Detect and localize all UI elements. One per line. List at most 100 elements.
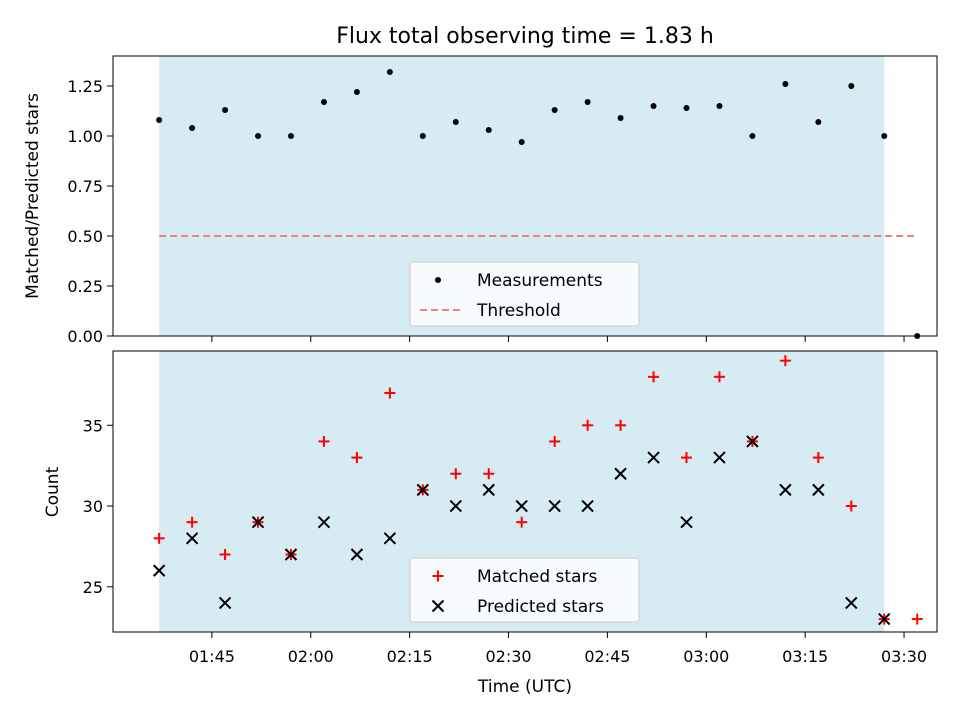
measurement-point: [683, 105, 690, 111]
legend-marker-measurements: [435, 277, 441, 283]
measurement-point: [584, 99, 591, 105]
star-count-y-axis-label: Count: [43, 466, 63, 517]
measurement-point: [716, 103, 723, 109]
measurement-point: [386, 69, 393, 75]
matched-star-point: [351, 452, 363, 464]
predicted-star-point: [416, 483, 430, 497]
x-b: [515, 499, 528, 513]
predicted-star-point: [548, 499, 561, 513]
star-count-panel: 25 30 35 01:45 02:00 02:15 02:30 02:45 03:00 03:…: [43, 350, 938, 697]
flux-ratio-y-axis-label: Matched/Predicted stars: [23, 93, 43, 299]
legend-box: [409, 557, 640, 623]
predicted-star-point: [251, 515, 265, 529]
x-b: [218, 596, 232, 610]
legend-label: Predicted stars: [477, 597, 604, 617]
predicted-star-point: [746, 435, 759, 448]
legend-marker-matched: [432, 570, 444, 582]
time-x-axis: 01:45 02:00 02:15 02:30 02:45 03:00 03:15 03:30: [189, 632, 927, 666]
x-tick-label: 02:45: [584, 647, 630, 666]
predicted-star-point: [680, 515, 693, 529]
x-b: [152, 564, 166, 577]
legend-marker-predicted: [431, 599, 445, 613]
matched-star-point: [713, 371, 725, 383]
matched-star-point: [911, 613, 923, 625]
measurement-point: [222, 107, 229, 113]
measurement-point: [485, 127, 492, 133]
predicted-star-point: [614, 467, 627, 480]
x-b: [746, 435, 759, 448]
y-tick-label: 0.75: [67, 177, 103, 196]
x-b: [614, 467, 627, 480]
measurement-point: [353, 89, 360, 95]
predicted-star-point: [779, 483, 792, 497]
matched-star-point: [384, 387, 396, 399]
x-b: [284, 548, 298, 561]
x-b: [416, 483, 430, 497]
star-count-legend: Matched stars Predicted stars: [409, 557, 640, 623]
x-b: [449, 499, 462, 513]
time-x-axis-label: Time (UTC): [477, 677, 572, 697]
predicted-star-point: [185, 532, 199, 545]
x-tick-label: 03:30: [881, 647, 927, 666]
predicted-star-point: [515, 499, 528, 513]
measurement-point: [848, 83, 855, 89]
predicted-star-point: [317, 515, 331, 529]
matched-star-point: [681, 452, 693, 464]
y-tick-label: 0.25: [67, 277, 103, 296]
x-b: [317, 515, 331, 529]
star-count-plot-frame: [112, 350, 938, 633]
x-b: [251, 515, 265, 529]
y-tick-label: 1.25: [67, 77, 103, 96]
matched-star-point: [812, 452, 824, 464]
measurement-point: [782, 81, 789, 87]
flux-ratio-x-ticks: [211, 336, 905, 342]
y-tick-label: 25: [83, 578, 103, 597]
y-tick-label: 35: [83, 416, 103, 435]
predicted-star-point: [581, 499, 594, 513]
x-b: [548, 499, 561, 513]
measurement-point: [189, 125, 196, 131]
x-b: [482, 483, 495, 497]
matched-star-point: [219, 548, 231, 560]
y-tick-label: 1.00: [67, 127, 103, 146]
x-b: [431, 599, 445, 613]
predicted-star-point: [284, 548, 298, 561]
x-tick-label: 02:30: [485, 647, 531, 666]
measurement-point: [255, 133, 262, 139]
measurement-point: [156, 117, 163, 123]
predicted-star-point: [878, 612, 891, 626]
matched-star-point: [779, 355, 791, 367]
flux-ratio-plot-frame: [112, 55, 938, 337]
measurement-point: [749, 133, 756, 139]
predicted-star-point: [812, 483, 825, 497]
x-b: [581, 499, 594, 513]
predicted-star-point: [845, 596, 858, 610]
matched-star-point: [516, 516, 528, 528]
legend-label: Measurements: [477, 271, 603, 291]
x-b: [845, 596, 858, 610]
predicted-star-point: [350, 548, 364, 561]
flux-ratio-y-axis: 0.00 0.25 0.50 0.75 1.00 1.25: [67, 77, 113, 346]
x-tick-label: 03:15: [782, 647, 828, 666]
flux-ratio-panel: 0.00 0.25 0.50 0.75 1.00 1.25 Matched/Predict…: [23, 55, 938, 346]
measurement-point: [419, 133, 426, 139]
chart-title: Flux total observing time = 1.83 h: [336, 24, 714, 49]
legend-box: [409, 261, 640, 327]
predicted-star-point: [482, 483, 495, 497]
matched-star-point: [483, 468, 495, 480]
x-tick-label: 02:15: [387, 647, 433, 666]
matched-star-point: [615, 419, 627, 431]
x-b: [812, 483, 825, 497]
measurement-point: [320, 99, 327, 105]
x-b: [185, 532, 199, 545]
measurement-point: [551, 107, 558, 113]
matched-star-point: [845, 500, 857, 512]
y-tick-label: 0.00: [67, 327, 103, 346]
predicted-star-point: [647, 451, 660, 464]
x-b: [680, 515, 693, 529]
measurement-point: [287, 133, 294, 139]
measurement-point: [452, 119, 459, 125]
x-b: [647, 451, 660, 464]
matched-star-point: [582, 419, 594, 431]
